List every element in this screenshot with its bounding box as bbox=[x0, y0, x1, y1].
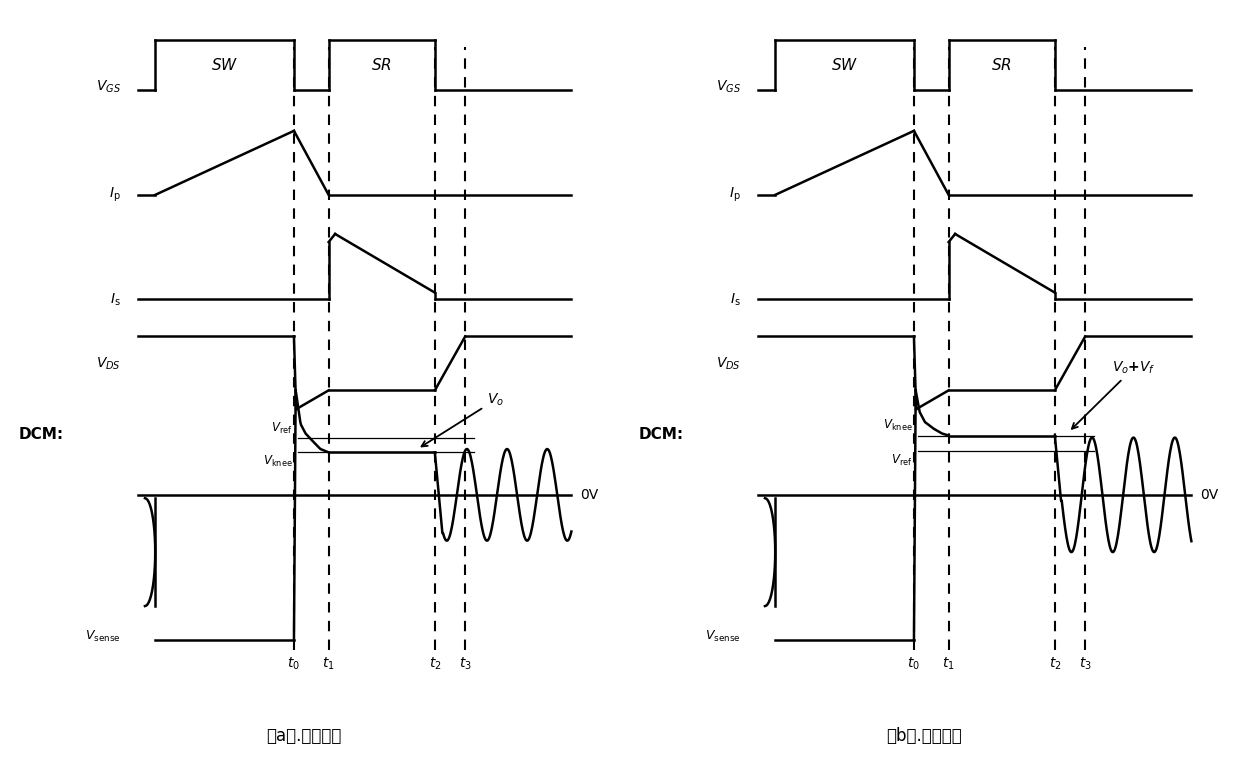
Text: $V_{\mathrm{sense}}$: $V_{\mathrm{sense}}$ bbox=[86, 629, 120, 644]
Text: （b）.实际情况: （b）.实际情况 bbox=[885, 727, 962, 745]
Text: $SR$: $SR$ bbox=[371, 57, 392, 73]
Text: $t_0$: $t_0$ bbox=[288, 655, 300, 672]
Text: $V_{\mathrm{sense}}$: $V_{\mathrm{sense}}$ bbox=[706, 629, 740, 644]
Text: $V_{\mathrm{knee}}$: $V_{\mathrm{knee}}$ bbox=[263, 454, 293, 470]
Text: 0V: 0V bbox=[1200, 488, 1218, 502]
Text: $V_{DS}$: $V_{DS}$ bbox=[715, 355, 740, 372]
Text: $t_3$: $t_3$ bbox=[459, 655, 471, 672]
Text: $I_{\mathrm{p}}$: $I_{\mathrm{p}}$ bbox=[729, 185, 740, 204]
Text: $t_2$: $t_2$ bbox=[429, 655, 441, 672]
Text: $V_o$: $V_o$ bbox=[422, 392, 503, 447]
Text: $V_{DS}$: $V_{DS}$ bbox=[95, 355, 120, 372]
Text: （a）.理想情况: （a）.理想情况 bbox=[267, 727, 341, 745]
Text: $t_1$: $t_1$ bbox=[942, 655, 955, 672]
Text: $V_{\mathrm{ref}}$: $V_{\mathrm{ref}}$ bbox=[272, 421, 293, 436]
Text: $t_3$: $t_3$ bbox=[1079, 655, 1091, 672]
Text: $V_{\mathrm{ref}}$: $V_{\mathrm{ref}}$ bbox=[892, 453, 913, 468]
Text: 0V: 0V bbox=[580, 488, 598, 502]
Text: $SR$: $SR$ bbox=[991, 57, 1012, 73]
Text: DCM:: DCM: bbox=[639, 427, 683, 442]
Text: $V_{\mathrm{knee}}$: $V_{\mathrm{knee}}$ bbox=[883, 418, 913, 434]
Text: $t_0$: $t_0$ bbox=[908, 655, 920, 672]
Text: $SW$: $SW$ bbox=[831, 57, 858, 73]
Text: $V_{GS}$: $V_{GS}$ bbox=[715, 79, 740, 95]
Text: $I_{\mathrm{s}}$: $I_{\mathrm{s}}$ bbox=[730, 291, 740, 308]
Text: $I_{\mathrm{p}}$: $I_{\mathrm{p}}$ bbox=[109, 185, 120, 204]
Text: $t_2$: $t_2$ bbox=[1049, 655, 1061, 672]
Text: $V_{GS}$: $V_{GS}$ bbox=[95, 79, 120, 95]
Text: $t_1$: $t_1$ bbox=[322, 655, 335, 672]
Text: $\boldsymbol{V_o}$+$\boldsymbol{V_f}$: $\boldsymbol{V_o}$+$\boldsymbol{V_f}$ bbox=[1071, 359, 1156, 429]
Text: $I_{\mathrm{s}}$: $I_{\mathrm{s}}$ bbox=[110, 291, 120, 308]
Text: DCM:: DCM: bbox=[19, 427, 63, 442]
Text: $SW$: $SW$ bbox=[211, 57, 238, 73]
